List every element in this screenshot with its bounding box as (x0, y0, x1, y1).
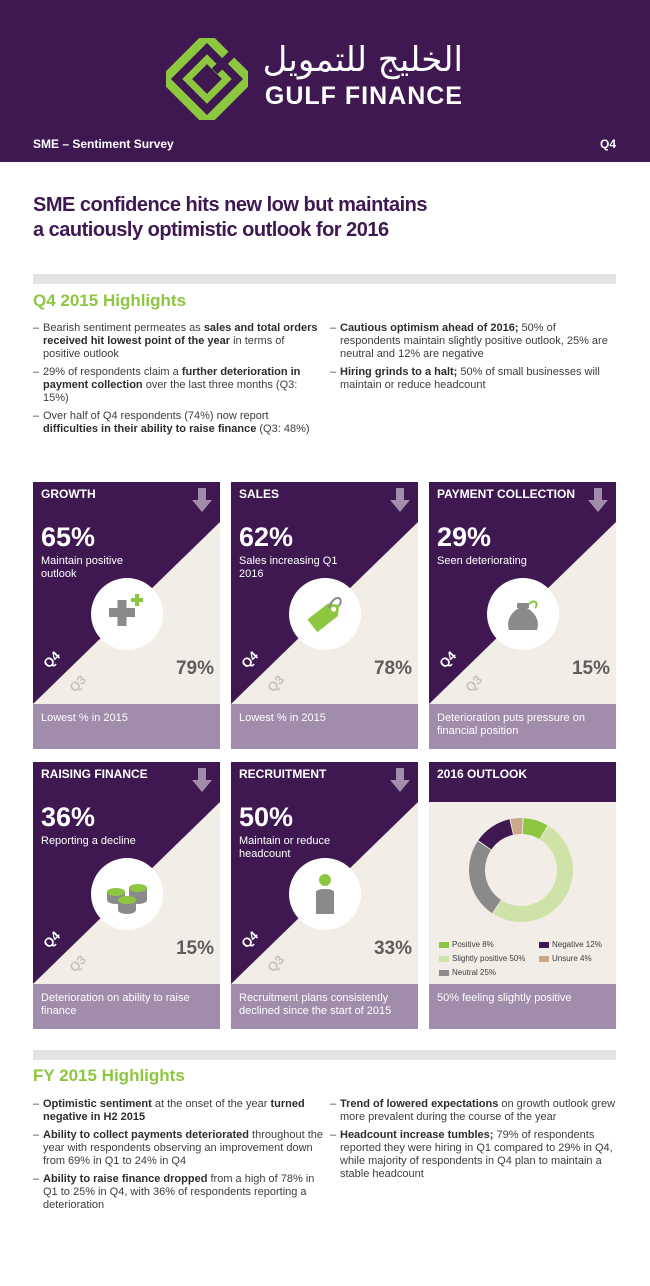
tile-previous-value: 79% (175, 658, 214, 679)
donut-slice-negative (478, 819, 514, 850)
section-divider (33, 274, 616, 284)
list-item: 29% of respondents claim a further deter… (33, 366, 323, 405)
tile-subtitle: Reporting a decline (41, 835, 136, 847)
tile-previous-value: 78% (373, 658, 412, 679)
tile-percentage: 62% (239, 522, 294, 552)
outlook-tile: 2016 OUTLOOK Positive 8% Slightly positiv… (429, 762, 616, 1029)
tile-footer: Lowest % in 2015 (231, 704, 418, 749)
tile-title: PAYMENT COLLECTION (437, 487, 576, 501)
list-item: Optimistic sentiment at the onset of the… (33, 1098, 323, 1124)
list-item: Over half of Q4 respondents (74%) now re… (33, 410, 323, 436)
tile-subtitle: Maintain positive outlook (41, 555, 123, 580)
plus-icon (109, 594, 143, 626)
metric-tile-recruitment: RECRUITMENT 50% Maintain or reduce headcou… (231, 762, 418, 1029)
list-item: Headcount increase tumbles; 79% of respo… (330, 1129, 618, 1181)
tile-title: SALES (239, 487, 280, 501)
tile-footer: Recruitment plans consistently declined … (231, 984, 418, 1029)
outlook-title: 2016 OUTLOOK (437, 767, 528, 781)
logo-latin-text: GULF FINANCE (264, 82, 463, 110)
arrow-down-icon (390, 488, 410, 512)
list-item: Hiring grinds to a halt; 50% of small bu… (330, 366, 618, 392)
outlook-footer: 50% feeling slightly positive (429, 984, 616, 1029)
outlook-header (429, 762, 616, 802)
survey-label: SME – Sentiment Survey (33, 137, 174, 151)
metric-tile-growth: GROWTH 65% Maintain positive outlook Q4 Q3 79… (33, 482, 220, 749)
q4-highlights-right: Cautious optimism ahead of 2016; 50% of … (330, 322, 618, 397)
list-item: Trend of lowered expectations on growth … (330, 1098, 618, 1124)
tile-subtitle: Sales increasing Q1 2016 (239, 555, 338, 580)
money-bag-icon (508, 600, 538, 630)
tile-footer: Deterioration on ability to raise financ… (33, 984, 220, 1029)
icon-circle (91, 858, 163, 930)
fy-highlights-title: FY 2015 Highlights (33, 1066, 185, 1085)
header-banner: الخليج للتمويل GULF FINANCE SME – Sentim… (0, 0, 650, 162)
legend-item-unsure: Unsure 4% (539, 954, 592, 963)
tile-percentage: 36% (41, 802, 96, 832)
q4-highlights-title: Q4 2015 Highlights (33, 291, 187, 310)
donut-slice-unsure (510, 818, 523, 835)
list-item: Ability to collect payments deteriorated… (33, 1129, 323, 1168)
list-item: Ability to raise finance dropped from a … (33, 1173, 323, 1212)
page-title-line2: a cautiously optimistic outlook for 2016 (33, 219, 389, 241)
legend-item-positive: Positive 8% (439, 940, 494, 949)
legend-item-slightly-positive: Slightly positive 50% (439, 954, 525, 963)
q4-highlights-left: Bearish sentiment permeates as sales and… (33, 322, 323, 441)
arrow-down-icon (192, 488, 212, 512)
list-item: Cautious optimism ahead of 2016; 50% of … (330, 322, 618, 361)
tile-subtitle: Maintain or reduce headcount (239, 835, 331, 860)
donut-slice-neutral (469, 841, 501, 914)
tile-percentage: 65% (41, 522, 96, 552)
tile-footer: Deterioration puts pressure on financial… (429, 704, 616, 749)
donut-slice-slightly-positive (492, 825, 574, 923)
person-icon (316, 874, 334, 914)
quarter-label: Q4 (599, 137, 616, 151)
metric-tile-payment-collection: PAYMENT COLLECTION 29% Seen deteriorating Q… (429, 482, 616, 749)
page-title: SME confidence hits new low but maintain… (33, 193, 533, 243)
fy-highlights-right: Trend of lowered expectations on growth … (330, 1098, 618, 1186)
tile-percentage: 29% (437, 522, 492, 552)
legend-item-negative: Negative 12% (539, 940, 602, 949)
list-item: Bearish sentiment permeates as sales and… (33, 322, 323, 361)
legend-item-neutral: Neutral 25% (439, 968, 496, 977)
arrow-down-icon (390, 768, 410, 792)
outlook-donut-chart (469, 818, 574, 923)
tile-percentage: 50% (239, 802, 294, 832)
tile-previous-value: 15% (571, 658, 610, 679)
gulf-finance-logo-icon (166, 38, 248, 120)
tile-footer: Lowest % in 2015 (33, 704, 220, 749)
section-divider (33, 1050, 616, 1060)
fy-highlights-left: Optimistic sentiment at the onset of the… (33, 1098, 323, 1217)
tile-subtitle: Seen deteriorating (437, 555, 527, 567)
arrow-down-icon (192, 768, 212, 792)
coin-stacks-icon (107, 884, 147, 914)
tile-title: GROWTH (41, 487, 96, 501)
donut-slice-positive (522, 818, 548, 840)
logo-arabic-text: الخليج للتمويل (262, 40, 463, 80)
metric-tile-sales: SALES 62% Sales increasing Q1 2016 Q4 Q3 78% L… (231, 482, 418, 749)
tile-title: RECRUITMENT (239, 767, 327, 781)
tile-previous-value: 15% (175, 938, 214, 959)
price-tag-icon (307, 597, 342, 633)
page-title-line1: SME confidence hits new low but maintain… (33, 194, 428, 216)
metric-tile-raising-finance: RAISING FINANCE 36% Reporting a decline Q4 Q… (33, 762, 220, 1029)
tile-title: RAISING FINANCE (41, 767, 148, 781)
arrow-down-icon (588, 488, 608, 512)
tile-previous-value: 33% (373, 938, 412, 959)
